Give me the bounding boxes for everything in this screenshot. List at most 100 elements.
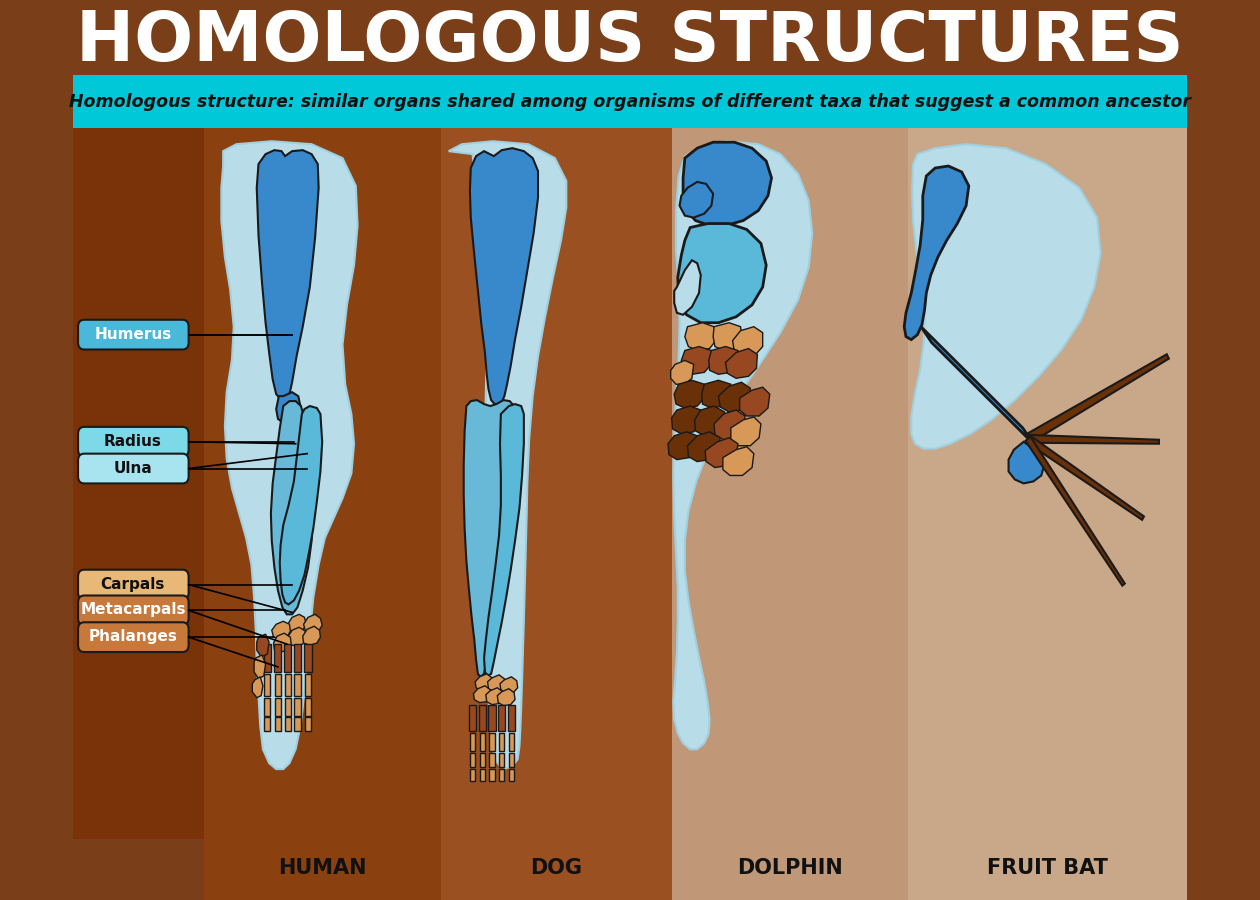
Polygon shape <box>275 717 281 732</box>
Polygon shape <box>1026 355 1169 443</box>
Text: HUMAN: HUMAN <box>278 859 367 878</box>
Polygon shape <box>470 148 538 404</box>
Polygon shape <box>470 770 475 781</box>
FancyBboxPatch shape <box>78 320 189 349</box>
Text: FRUIT BAT: FRUIT BAT <box>987 859 1108 878</box>
Polygon shape <box>479 705 486 732</box>
Polygon shape <box>672 406 701 434</box>
Polygon shape <box>499 770 504 781</box>
Polygon shape <box>304 615 323 634</box>
Polygon shape <box>257 150 319 399</box>
Bar <box>73 75 1187 129</box>
Polygon shape <box>255 655 266 679</box>
Polygon shape <box>499 734 504 752</box>
Text: Radius: Radius <box>105 434 161 449</box>
Polygon shape <box>1028 435 1159 444</box>
Polygon shape <box>275 674 281 696</box>
Polygon shape <box>718 382 750 412</box>
Polygon shape <box>449 141 566 768</box>
Polygon shape <box>464 400 515 677</box>
Polygon shape <box>276 392 301 424</box>
Bar <box>441 129 673 841</box>
FancyBboxPatch shape <box>78 596 189 626</box>
Polygon shape <box>674 260 701 315</box>
Text: Humerus: Humerus <box>94 327 171 342</box>
Polygon shape <box>1026 436 1125 586</box>
Polygon shape <box>682 346 712 374</box>
Text: Phalanges: Phalanges <box>88 629 178 644</box>
Polygon shape <box>500 677 518 694</box>
Bar <box>673 839 907 900</box>
Polygon shape <box>305 717 311 732</box>
Polygon shape <box>489 753 495 767</box>
Polygon shape <box>1008 442 1045 483</box>
Polygon shape <box>679 182 713 218</box>
Polygon shape <box>285 674 291 696</box>
Polygon shape <box>706 437 738 467</box>
Text: DOG: DOG <box>530 859 582 878</box>
Polygon shape <box>263 644 271 672</box>
Polygon shape <box>702 381 731 408</box>
Bar <box>73 839 1187 900</box>
Polygon shape <box>470 734 475 752</box>
Polygon shape <box>273 634 291 652</box>
Polygon shape <box>678 223 766 323</box>
Text: Homologous structure: similar organs shared among organisms of different taxa th: Homologous structure: similar organs sha… <box>69 93 1191 111</box>
Polygon shape <box>509 734 514 752</box>
Polygon shape <box>275 698 281 716</box>
Polygon shape <box>489 705 495 732</box>
Polygon shape <box>498 705 505 732</box>
Polygon shape <box>685 323 716 350</box>
Polygon shape <box>272 621 290 639</box>
Polygon shape <box>265 674 271 696</box>
Polygon shape <box>489 734 495 752</box>
Bar <box>204 129 441 841</box>
Polygon shape <box>498 688 515 706</box>
Polygon shape <box>294 644 301 672</box>
Text: Metacarpals: Metacarpals <box>81 602 185 617</box>
Bar <box>441 839 673 900</box>
Polygon shape <box>480 753 485 767</box>
Polygon shape <box>474 686 491 703</box>
Polygon shape <box>257 634 270 657</box>
Polygon shape <box>252 677 263 698</box>
Polygon shape <box>302 626 320 645</box>
Polygon shape <box>732 327 762 356</box>
Polygon shape <box>285 644 291 672</box>
Polygon shape <box>265 698 271 716</box>
Polygon shape <box>305 698 311 716</box>
Bar <box>73 7 1187 77</box>
Polygon shape <box>486 688 504 705</box>
Polygon shape <box>305 644 311 672</box>
Polygon shape <box>475 674 493 690</box>
Text: HOMOLOGOUS STRUCTURES: HOMOLOGOUS STRUCTURES <box>76 7 1184 75</box>
Polygon shape <box>723 446 753 475</box>
Polygon shape <box>726 348 757 378</box>
Polygon shape <box>484 404 524 676</box>
Polygon shape <box>285 698 291 716</box>
Bar <box>204 839 441 900</box>
Polygon shape <box>668 432 697 460</box>
Polygon shape <box>921 327 1033 444</box>
FancyBboxPatch shape <box>78 570 189 599</box>
Polygon shape <box>905 166 969 339</box>
Polygon shape <box>305 674 311 696</box>
FancyBboxPatch shape <box>78 427 189 456</box>
Polygon shape <box>480 734 485 752</box>
Bar <box>673 129 907 841</box>
Polygon shape <box>694 406 724 436</box>
Polygon shape <box>509 770 514 781</box>
Polygon shape <box>688 432 721 462</box>
Text: Carpals: Carpals <box>101 577 165 591</box>
FancyBboxPatch shape <box>78 454 189 483</box>
Polygon shape <box>222 141 358 770</box>
Bar <box>907 839 1187 900</box>
Polygon shape <box>673 141 813 749</box>
Polygon shape <box>489 770 495 781</box>
Polygon shape <box>683 142 771 226</box>
Text: DOLPHIN: DOLPHIN <box>737 859 843 878</box>
Polygon shape <box>508 705 515 732</box>
Polygon shape <box>499 753 504 767</box>
Polygon shape <box>1026 436 1144 520</box>
Polygon shape <box>285 717 291 732</box>
